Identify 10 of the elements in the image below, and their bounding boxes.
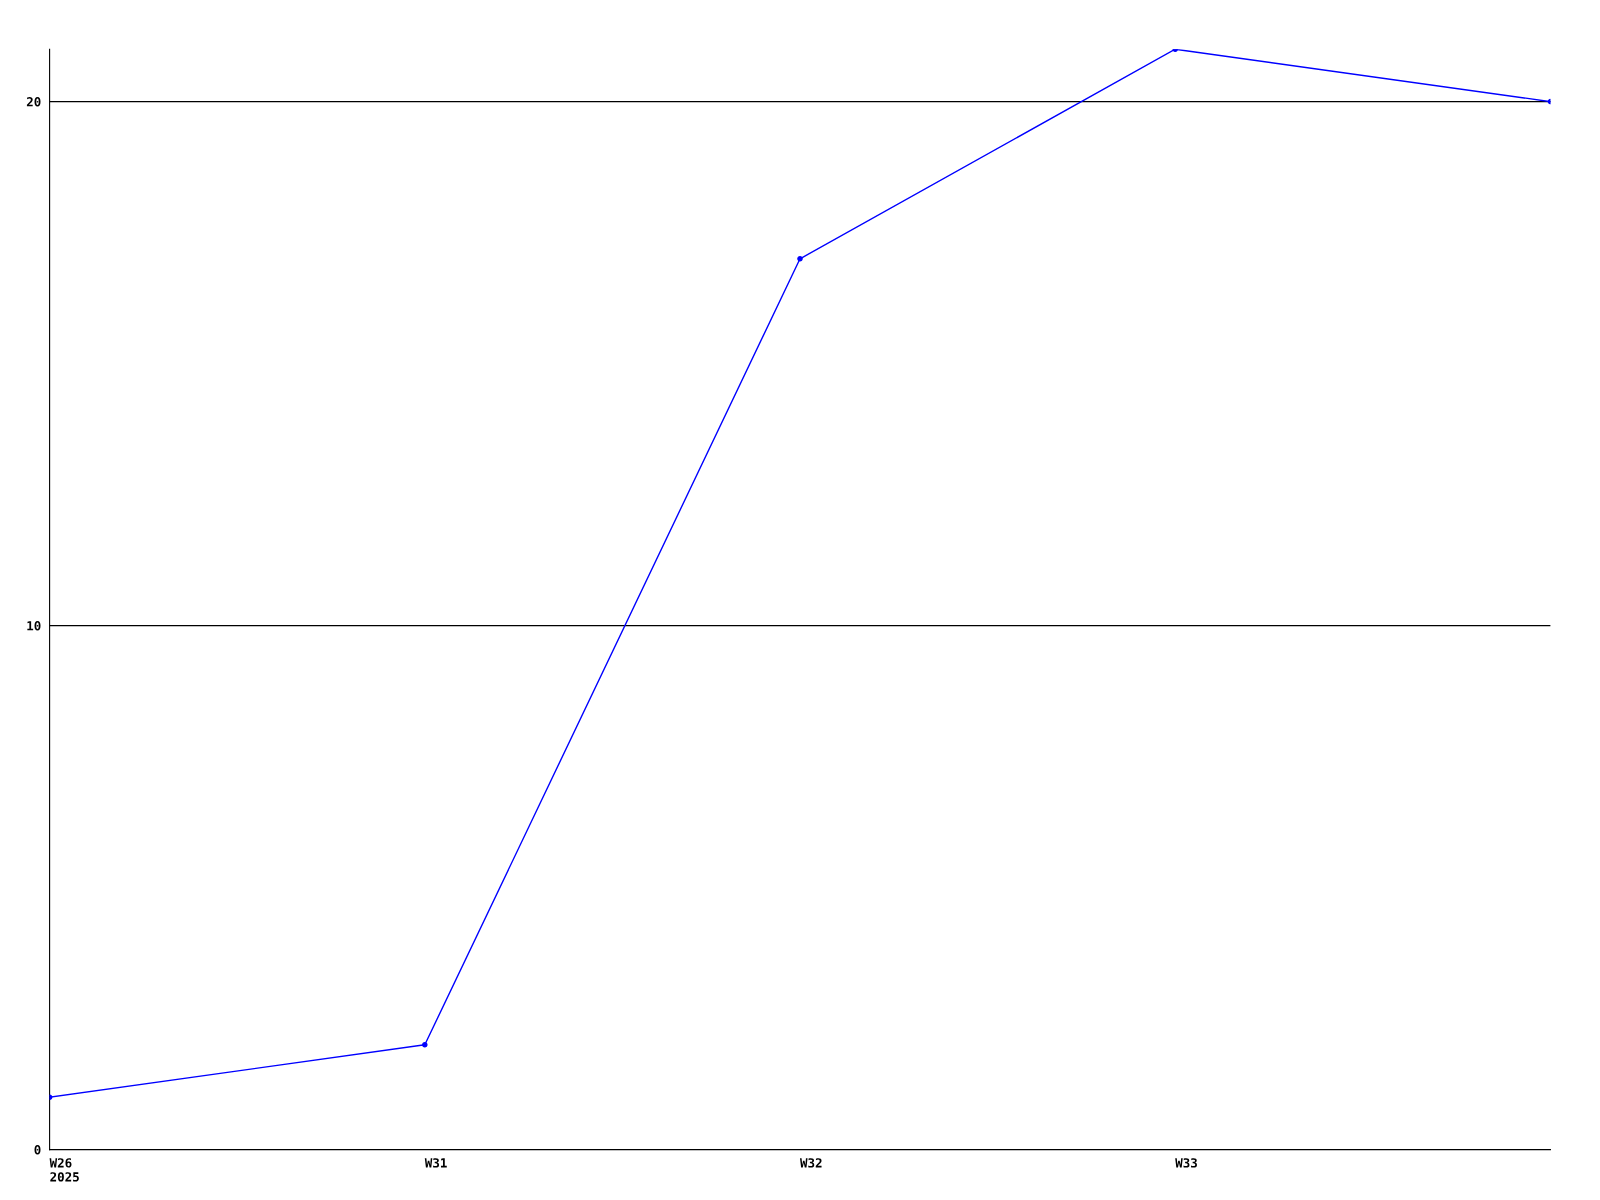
x-tick-label: W31 <box>424 1158 447 1168</box>
y-tick-label: 10 <box>27 621 41 631</box>
x-tick-label: W32 <box>800 1158 822 1168</box>
point <box>797 256 803 262</box>
x-tick-label: W26 2025 <box>49 1158 79 1182</box>
line-series <box>49 49 1551 1100</box>
x-tick-label: W33 <box>1175 1158 1197 1168</box>
y-tick-label: 20 <box>26 97 41 107</box>
y-tick-label: 0 <box>34 1145 41 1155</box>
point <box>422 1042 428 1048</box>
